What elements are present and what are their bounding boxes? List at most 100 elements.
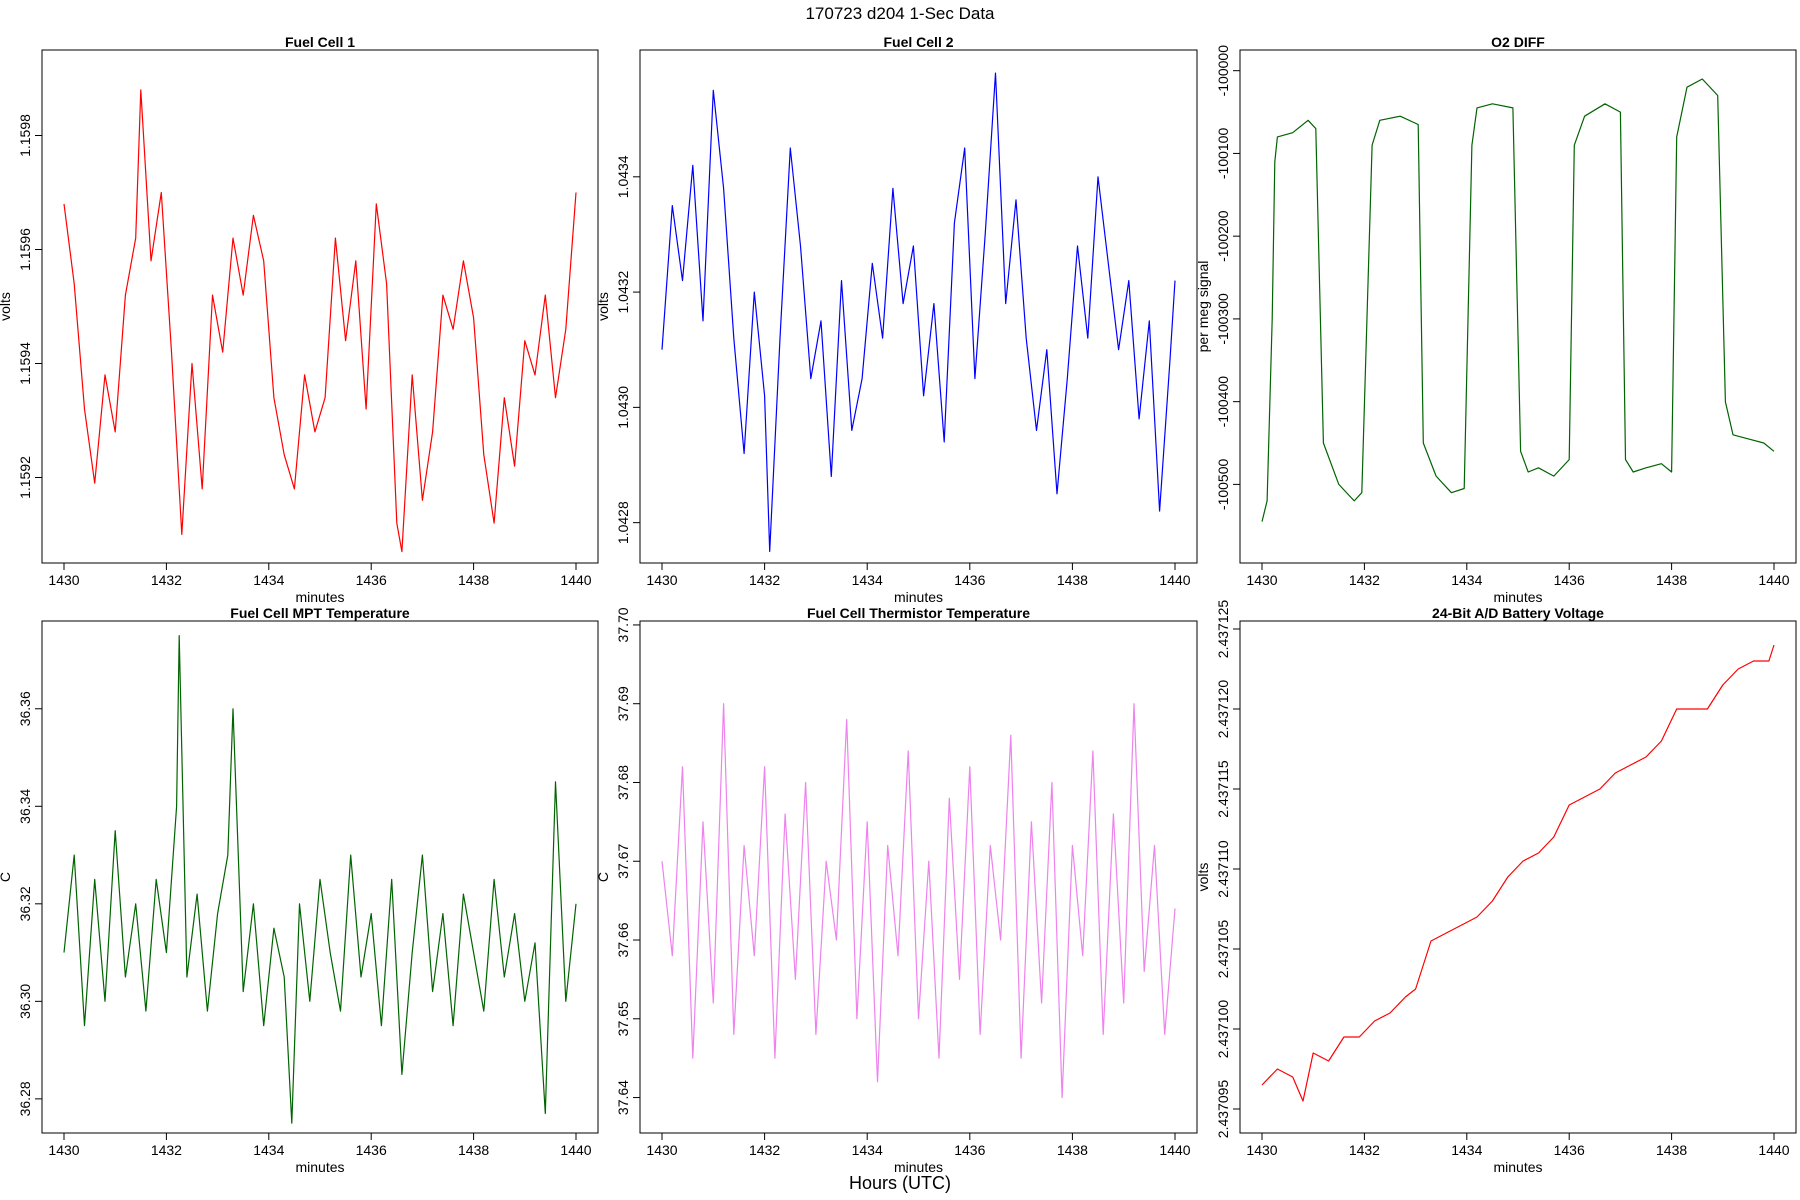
x-tick-label: 1436 xyxy=(356,572,387,588)
x-tick-label: 1438 xyxy=(1656,1142,1687,1158)
y-tick-label: 36.36 xyxy=(17,691,33,726)
y-axis-label: C xyxy=(595,872,611,882)
x-tick-label: 1440 xyxy=(1159,1142,1190,1158)
x-tick-label: 1438 xyxy=(1057,572,1088,588)
x-axis-label: minutes xyxy=(894,589,943,605)
y-tick-label: 1.1594 xyxy=(17,342,33,385)
y-tick-label: 1.1598 xyxy=(17,114,33,157)
plot-frame xyxy=(1239,49,1797,564)
chart-panel: Fuel Cell 1 1430 1432 1434 1436 1438 1440 minut… xyxy=(0,34,599,605)
x-tick-label: 1438 xyxy=(458,572,489,588)
plot-frame xyxy=(41,49,599,564)
y-axis-label: volts xyxy=(0,292,13,321)
y-tick-label: 37.70 xyxy=(615,607,631,642)
x-tick-label: 1430 xyxy=(48,572,79,588)
y-tick-label: 2.437115 xyxy=(1215,760,1231,818)
y-tick-label: 36.32 xyxy=(17,886,33,921)
x-tick-label: 1430 xyxy=(646,1142,677,1158)
chart-title: Fuel Cell Thermistor Temperature xyxy=(807,605,1030,621)
chart-panel: Fuel Cell MPT Temperature 1430 1432 1434 143… xyxy=(0,605,599,1175)
y-tick-label: 2.437110 xyxy=(1215,840,1231,898)
x-tick-label: 1438 xyxy=(1057,1142,1088,1158)
x-tick-label: 1436 xyxy=(954,1142,985,1158)
y-tick-label: 2.437095 xyxy=(1215,1080,1231,1139)
y-axis-label: volts xyxy=(595,292,611,321)
plot-frame xyxy=(1239,620,1797,1134)
y-tick-label: -100500 xyxy=(1215,458,1231,510)
x-axis-label: minutes xyxy=(1493,1159,1542,1175)
y-tick-label: 2.437105 xyxy=(1215,920,1231,979)
y-tick-label: 36.30 xyxy=(17,984,33,1019)
plot-frame xyxy=(41,620,599,1134)
x-tick-label: 1432 xyxy=(749,572,780,588)
y-axis-label: C xyxy=(0,872,13,882)
x-tick-label: 1434 xyxy=(852,572,883,588)
data-series-line xyxy=(661,703,1176,1099)
chart-panels: Fuel Cell 1 1430 1432 1434 1436 1438 1440 minut… xyxy=(0,34,1797,1175)
x-tick-label: 1430 xyxy=(48,1142,79,1158)
y-tick-label: 1.0430 xyxy=(615,386,631,429)
x-tick-label: 1440 xyxy=(560,572,591,588)
y-tick-label: 1.0432 xyxy=(615,270,631,313)
x-tick-label: 1432 xyxy=(1349,572,1380,588)
y-tick-label: 1.1596 xyxy=(17,228,33,271)
x-tick-label: 1430 xyxy=(1246,1142,1277,1158)
chart-panel: Fuel Cell 2 1430 1432 1434 1436 1438 1440 minut… xyxy=(595,34,1198,605)
x-tick-label: 1436 xyxy=(954,572,985,588)
x-tick-label: 1434 xyxy=(852,1142,883,1158)
x-axis-label: minutes xyxy=(894,1159,943,1175)
y-tick-label: 37.67 xyxy=(615,844,631,879)
y-tick-label: 37.65 xyxy=(615,1001,631,1036)
data-series-line xyxy=(661,72,1176,553)
y-tick-label: -100100 xyxy=(1215,128,1231,180)
x-axis-label: minutes xyxy=(295,589,344,605)
y-tick-label: 1.0428 xyxy=(615,501,631,544)
y-tick-label: 2.437100 xyxy=(1215,1000,1231,1059)
y-tick-label: 2.437120 xyxy=(1215,680,1231,739)
x-tick-label: 1432 xyxy=(151,572,182,588)
y-axis-label: volts xyxy=(1195,863,1211,892)
x-tick-label: 1438 xyxy=(1656,572,1687,588)
y-tick-label: 36.28 xyxy=(17,1081,33,1116)
x-tick-label: 1440 xyxy=(1758,1142,1789,1158)
x-tick-label: 1430 xyxy=(646,572,677,588)
y-tick-label: -100200 xyxy=(1215,210,1231,262)
y-tick-label: 37.64 xyxy=(615,1080,631,1115)
x-tick-label: 1432 xyxy=(1349,1142,1380,1158)
figure-footer-label: Hours (UTC) xyxy=(849,1173,951,1193)
y-tick-label: -100300 xyxy=(1215,293,1231,345)
data-series-line xyxy=(1261,78,1775,522)
y-tick-label: 36.34 xyxy=(17,789,33,824)
x-tick-label: 1436 xyxy=(356,1142,387,1158)
x-tick-label: 1432 xyxy=(749,1142,780,1158)
chart-title: O2 DIFF xyxy=(1491,34,1545,50)
chart-title: 24-Bit A/D Battery Voltage xyxy=(1432,605,1604,621)
chart-title: Fuel Cell 1 xyxy=(285,34,355,50)
data-series-line xyxy=(1261,644,1775,1102)
data-series-line xyxy=(63,89,577,553)
y-tick-label: -100400 xyxy=(1215,376,1231,428)
chart-title: Fuel Cell 2 xyxy=(883,34,953,50)
y-tick-label: 37.69 xyxy=(615,686,631,721)
y-tick-label: -100000 xyxy=(1215,45,1231,97)
x-tick-label: 1440 xyxy=(1159,572,1190,588)
chart-title: Fuel Cell MPT Temperature xyxy=(230,605,410,621)
y-tick-label: 37.68 xyxy=(615,765,631,800)
x-tick-label: 1434 xyxy=(253,1142,284,1158)
y-tick-label: 1.1592 xyxy=(17,456,33,499)
x-tick-label: 1434 xyxy=(253,572,284,588)
x-axis-label: minutes xyxy=(1493,589,1542,605)
x-tick-label: 1436 xyxy=(1554,1142,1585,1158)
x-tick-label: 1440 xyxy=(1758,572,1789,588)
x-tick-label: 1438 xyxy=(458,1142,489,1158)
chart-panel: 24-Bit A/D Battery Voltage 1430 1432 1434 14… xyxy=(1195,600,1797,1175)
x-tick-label: 1440 xyxy=(560,1142,591,1158)
x-tick-label: 1436 xyxy=(1554,572,1585,588)
chart-panel: O2 DIFF 1430 1432 1434 1436 1438 1440 minutes -1… xyxy=(1195,34,1797,605)
x-tick-label: 1434 xyxy=(1451,572,1482,588)
y-tick-label: 2.437125 xyxy=(1215,600,1231,659)
figure-suptitle: 170723 d204 1-Sec Data xyxy=(805,4,995,23)
plot-frame xyxy=(639,620,1198,1134)
x-tick-label: 1430 xyxy=(1246,572,1277,588)
